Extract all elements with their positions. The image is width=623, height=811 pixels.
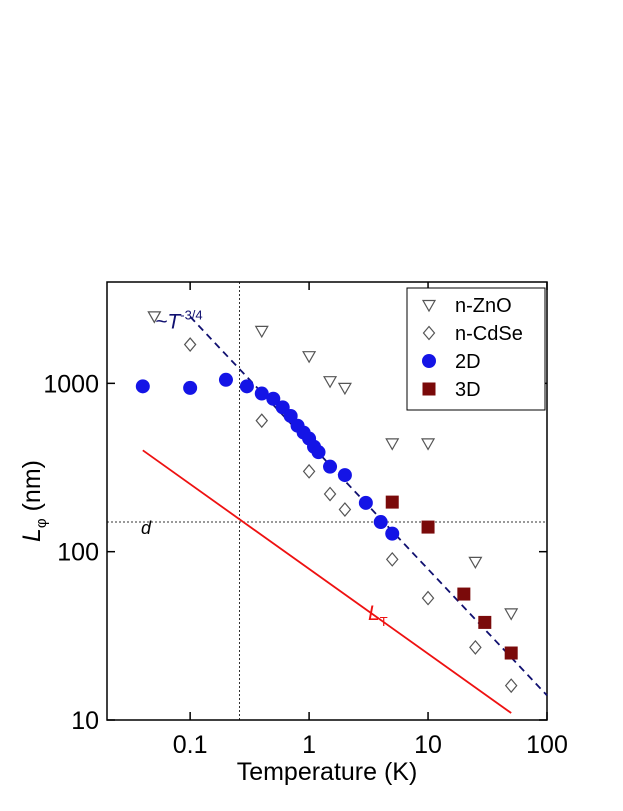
y-label-main: L xyxy=(18,528,46,542)
point xyxy=(283,408,298,423)
x-axis-label: Temperature (K) xyxy=(237,758,418,786)
reference-label: d xyxy=(141,518,152,538)
point xyxy=(385,495,399,509)
point xyxy=(504,646,518,660)
point xyxy=(255,413,269,429)
x-tick-label: 0.1 xyxy=(173,731,208,759)
point xyxy=(421,438,436,451)
point xyxy=(478,615,492,629)
point xyxy=(421,590,435,606)
point xyxy=(147,311,162,324)
trend-line xyxy=(142,449,512,714)
point xyxy=(254,386,269,401)
point xyxy=(218,372,233,387)
y-axis-label: Lφ (nm) xyxy=(18,460,50,542)
trend-label-main: ~T xyxy=(155,311,182,334)
point xyxy=(373,515,388,530)
point xyxy=(504,608,519,621)
legend-marker xyxy=(422,354,436,368)
y-tick-label: 1000 xyxy=(43,370,99,398)
point xyxy=(468,556,483,570)
trend-label: LT xyxy=(368,602,388,629)
y-tick-label: 100 xyxy=(57,539,99,567)
point xyxy=(266,391,281,406)
x-tick-label: 10 xyxy=(414,731,442,759)
point xyxy=(385,438,400,451)
trend-line xyxy=(189,316,548,697)
y-tick-label: 10 xyxy=(71,707,99,735)
point xyxy=(183,337,197,352)
point xyxy=(302,463,316,479)
trend-label-main: L xyxy=(368,602,380,625)
point xyxy=(239,379,254,394)
point xyxy=(323,376,338,389)
point xyxy=(385,551,399,567)
point xyxy=(457,587,471,601)
trend-label: ~T-3/4 xyxy=(155,308,203,334)
point xyxy=(311,445,326,460)
legend-label: 2D xyxy=(455,351,481,373)
point xyxy=(421,520,435,534)
legend-marker xyxy=(422,382,436,396)
x-tick-label: 1 xyxy=(302,731,316,759)
point xyxy=(338,502,352,517)
trend-label-sup: -3/4 xyxy=(180,308,202,323)
point xyxy=(183,380,198,395)
y-label-unit: (nm) xyxy=(18,460,46,518)
y-label-sub: φ xyxy=(33,518,50,528)
point xyxy=(337,382,352,396)
point xyxy=(323,459,338,474)
plot-frame xyxy=(106,281,548,721)
point xyxy=(135,379,150,394)
point xyxy=(254,325,269,339)
point xyxy=(302,351,317,364)
legend-marker xyxy=(422,325,436,341)
legend-label: n-CdSe xyxy=(455,323,523,345)
x-tick-label: 100 xyxy=(526,731,568,759)
point xyxy=(469,639,482,655)
legend-label: 3D xyxy=(455,379,481,401)
legend-label: n-ZnO xyxy=(455,295,512,317)
trend-label-sub: T xyxy=(380,614,388,629)
point xyxy=(358,495,373,510)
legend-marker xyxy=(421,299,437,313)
point xyxy=(337,468,352,483)
point xyxy=(504,678,518,694)
point xyxy=(323,486,337,502)
point xyxy=(385,526,400,541)
